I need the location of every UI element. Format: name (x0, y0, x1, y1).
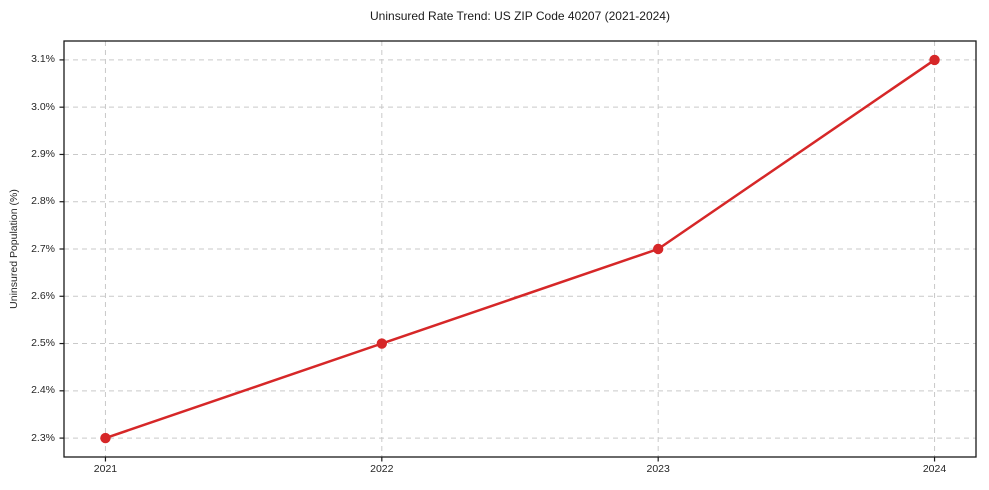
data-point-marker (376, 338, 388, 349)
data-point-marker (929, 54, 940, 66)
plot-area (59, 40, 977, 462)
y-tick-label: 2.3% (31, 431, 55, 444)
trend-line (104, 58, 936, 440)
y-tick-label: 3.1% (31, 53, 55, 66)
x-tick-label: 2024 (922, 463, 947, 475)
y-tick-label: 2.9% (31, 147, 55, 160)
y-tick-label: 2.7% (31, 242, 55, 255)
data-point-marker (100, 432, 111, 444)
y-tick-label: 2.8% (31, 195, 55, 208)
plot-svg (59, 40, 977, 462)
x-tick-label: 2021 (93, 463, 118, 475)
y-tick-label: 3.0% (31, 100, 55, 113)
y-tick-label: 2.5% (31, 337, 55, 350)
data-point-marker (652, 243, 664, 255)
x-tick-label: 2023 (646, 463, 670, 475)
chart-title: Uninsured Rate Trend: US ZIP Code 40207 … (370, 9, 670, 23)
y-tick-label: 2.4% (31, 384, 55, 397)
x-tick-label: 2022 (370, 463, 394, 475)
y-tick-label: 2.6% (31, 289, 55, 302)
plot-border (63, 40, 977, 458)
